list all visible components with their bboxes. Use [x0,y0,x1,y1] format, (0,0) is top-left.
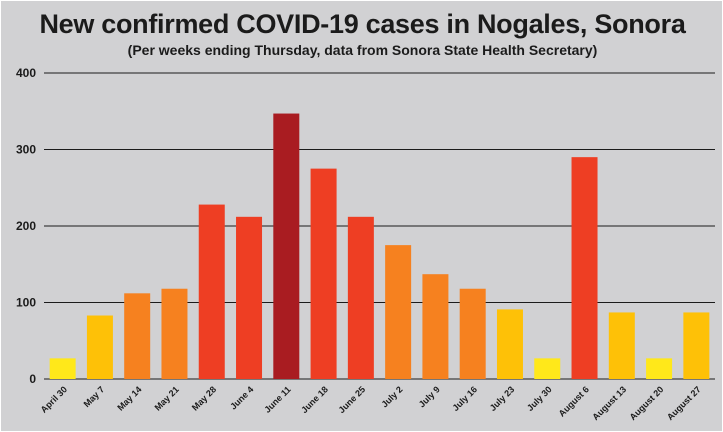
bar-9 [385,245,412,379]
x-tick-label: May 28 [190,384,218,412]
x-tick-label: July 30 [525,384,554,413]
x-tick-label: August 13 [590,384,628,422]
x-tick-label: June 18 [299,384,330,415]
gridlines [44,72,715,380]
bar-2 [124,293,151,379]
x-tick-label: April 30 [39,384,69,414]
x-tick-label: July 16 [450,384,479,413]
x-tick-label: August 27 [665,384,703,422]
y-tick-label: 100 [16,296,36,310]
bar-14 [571,157,598,379]
bar-3 [161,288,188,379]
x-axis-ticks: April 30 May 7 May 14 May 21 May 28 June 4 Jun… [39,384,703,422]
bar-5 [236,216,263,379]
x-tick-label: May 14 [115,384,143,412]
bar-0 [49,358,76,379]
y-tick-label: 300 [16,143,36,157]
x-tick-label: July 23 [488,384,517,413]
bar-15 [608,312,635,379]
y-axis-ticks: 0 100 200 300 400 [16,66,36,386]
x-tick-label: June 4 [228,384,255,411]
bar-16 [646,358,673,379]
bar-1 [86,315,113,379]
bar-13 [534,358,561,379]
x-tick-label: May 21 [153,384,181,412]
bar-17 [683,312,710,379]
x-tick-label: August 6 [557,384,591,418]
bar-6 [273,113,300,380]
chart-title: New confirmed COVID-19 cases in Nogales,… [39,9,686,39]
x-tick-label: July 9 [417,384,442,409]
bar-8 [347,216,374,379]
bar-12 [496,309,523,379]
bar-7 [310,168,337,379]
x-tick-label: May 7 [82,384,107,409]
y-tick-label: 200 [16,219,36,233]
bar-10 [422,274,449,379]
y-tick-label: 0 [29,372,36,386]
x-tick-label: June 11 [262,384,292,414]
chart-subtitle: (Per weeks ending Thursday, data from So… [127,42,598,58]
bar-4 [198,204,225,379]
x-tick-label: June 25 [336,384,367,415]
bars [49,113,710,380]
x-tick-label: July 2 [379,384,404,409]
y-tick-label: 400 [16,66,36,80]
bar-11 [459,288,486,379]
x-tick-label: August 20 [628,384,666,422]
